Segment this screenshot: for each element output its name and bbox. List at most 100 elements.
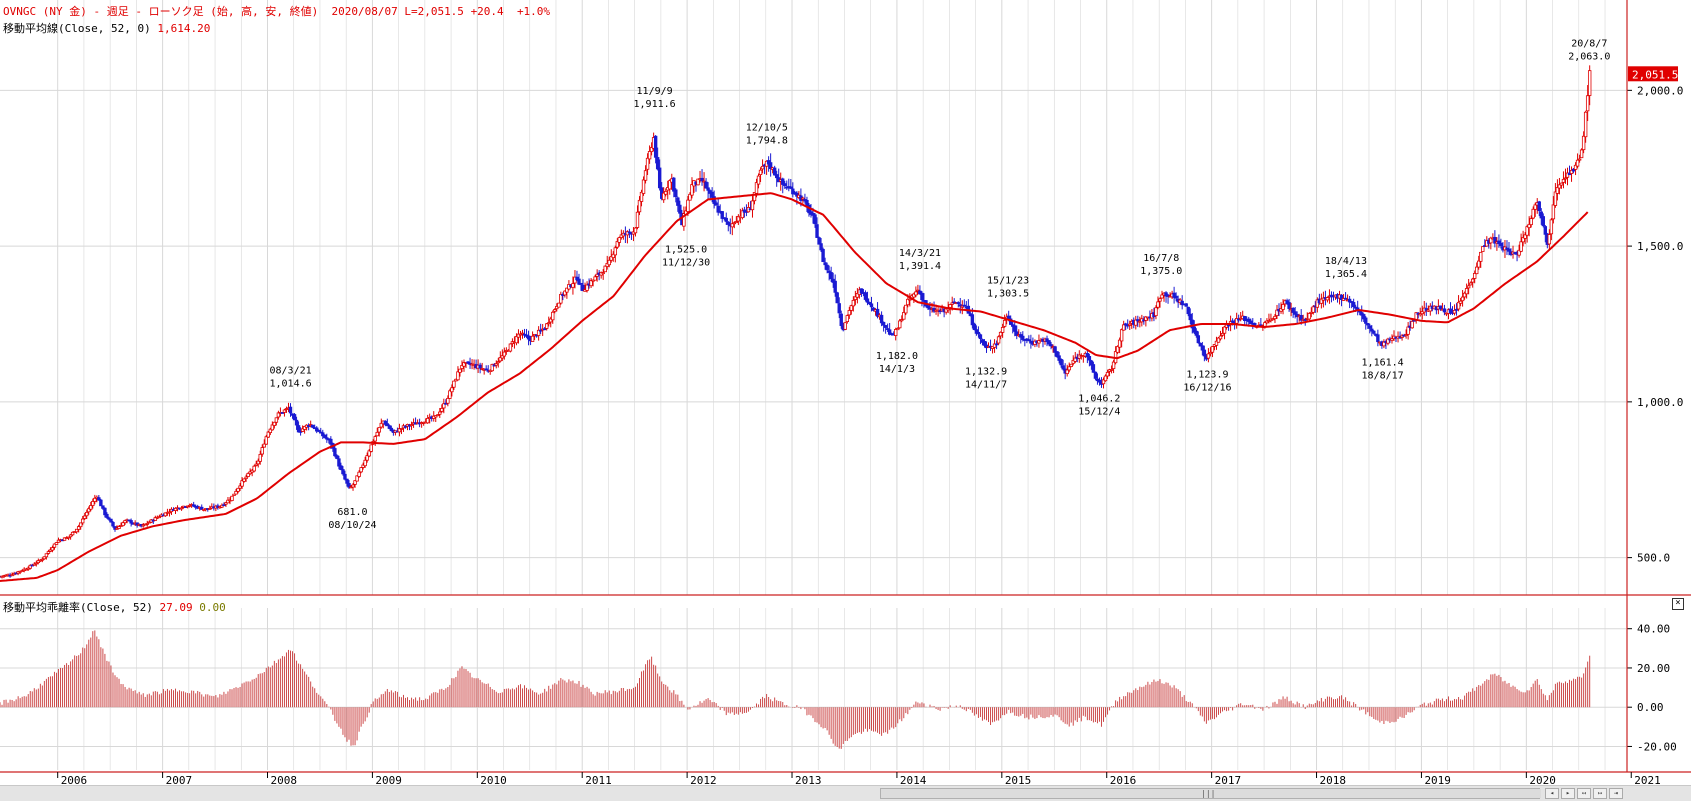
candle-body — [1557, 184, 1562, 189]
candle-body — [456, 371, 460, 381]
candle-body — [1059, 358, 1063, 366]
candle-body — [1343, 297, 1348, 300]
candle-body — [1587, 70, 1592, 96]
annotation-label: 12/10/5 — [746, 122, 788, 133]
scroll-right-icon[interactable]: ▸ — [1561, 788, 1575, 799]
candle-body — [837, 303, 841, 314]
candle-body — [1575, 159, 1580, 167]
candle-body — [724, 217, 728, 222]
candle-body — [272, 421, 277, 426]
scroll-track[interactable]: ||| — [880, 788, 1541, 799]
candle-body — [1549, 219, 1554, 235]
candle-body — [647, 151, 652, 160]
candle-body — [611, 253, 615, 259]
candle-body — [83, 515, 87, 519]
annotation-label: 1,794.8 — [746, 135, 788, 146]
candle-body — [795, 192, 799, 197]
candle-body — [452, 380, 456, 388]
candle-body — [756, 175, 761, 185]
candle-body — [1202, 349, 1207, 357]
candle-body — [1190, 319, 1194, 329]
candle-body — [1325, 297, 1330, 301]
candle-body — [920, 292, 924, 301]
candle-body — [434, 415, 438, 418]
candle-body — [1307, 313, 1311, 320]
candle-body — [1561, 178, 1566, 183]
candle-body — [1507, 248, 1511, 252]
candle-body — [460, 365, 464, 369]
candle-body — [956, 302, 960, 304]
y-tick-label: 1,000.0 — [1637, 396, 1683, 409]
fit-icon[interactable]: ⇥ — [1609, 788, 1623, 799]
candle-body — [377, 426, 381, 433]
candle-body — [1188, 313, 1192, 321]
scroll-bar[interactable]: ||| ◂ ▸ ↤ ↦ ⇥ — [0, 785, 1691, 801]
candle-body — [1418, 313, 1422, 316]
candle-body — [335, 455, 339, 459]
candle-body — [579, 282, 583, 285]
candle-body — [262, 443, 266, 448]
candle-body — [496, 361, 500, 364]
candle-body — [732, 222, 737, 225]
zoom-in-icon[interactable]: ↦ — [1593, 788, 1607, 799]
candle-body — [607, 259, 611, 266]
candle-body — [1186, 306, 1190, 315]
candle-body — [900, 319, 904, 322]
candle-body — [173, 507, 178, 511]
candle-body — [1551, 204, 1556, 220]
candle-body — [678, 204, 682, 214]
candle-body — [1029, 340, 1033, 344]
candle-body — [329, 438, 333, 445]
candle-body — [615, 241, 620, 248]
candle-body — [817, 237, 821, 245]
candle-body — [1404, 334, 1408, 336]
annotation-label: 2,063.0 — [1568, 52, 1610, 63]
candle-body — [248, 471, 252, 475]
candle-body — [478, 364, 482, 369]
candle-body — [1273, 315, 1277, 320]
candle-body — [1571, 168, 1576, 172]
candle-body — [1119, 329, 1124, 342]
candle-body — [10, 574, 14, 577]
candle-body — [912, 293, 916, 298]
candle-body — [1073, 357, 1077, 362]
candle-body — [288, 406, 293, 414]
scroll-left-icon[interactable]: ◂ — [1545, 788, 1559, 799]
candle-body — [1087, 356, 1092, 361]
candle-body — [123, 520, 127, 524]
close-icon[interactable]: × — [1672, 598, 1684, 610]
candle-body — [855, 292, 860, 298]
zoom-out-icon[interactable]: ↤ — [1577, 788, 1591, 799]
candle-body — [167, 511, 172, 514]
candle-body — [881, 321, 886, 326]
candle-body — [1477, 260, 1481, 268]
last-price-label: L=2,051.5 — [404, 5, 464, 18]
candle-body — [145, 522, 149, 525]
candle-body — [1539, 211, 1543, 219]
candle-body — [710, 191, 714, 198]
candle-body — [653, 135, 658, 158]
candle-body — [323, 434, 327, 438]
candle-body — [397, 428, 402, 433]
fields-label: (始, 高, 安, 終値) — [210, 5, 319, 18]
candle-body — [1364, 317, 1368, 324]
candle-body — [34, 562, 39, 565]
candle-body — [1053, 346, 1057, 353]
candle-body — [688, 193, 692, 201]
candle-body — [613, 247, 617, 256]
candle-body — [258, 453, 262, 462]
candle-body — [789, 186, 793, 189]
candle-body — [347, 483, 351, 488]
candle-body — [1222, 326, 1227, 334]
annotation-label: 1,132.9 — [965, 366, 1007, 377]
candle-body — [577, 278, 581, 285]
candle-body — [1521, 237, 1525, 243]
candle-body — [1174, 295, 1178, 299]
candle-body — [565, 287, 569, 293]
ma-legend-value: 1,614.20 — [157, 22, 211, 35]
candle-body — [1275, 309, 1279, 316]
candle-body — [1287, 302, 1291, 309]
candle-body — [1236, 318, 1241, 321]
scroll-thumb[interactable]: ||| — [881, 789, 1541, 798]
